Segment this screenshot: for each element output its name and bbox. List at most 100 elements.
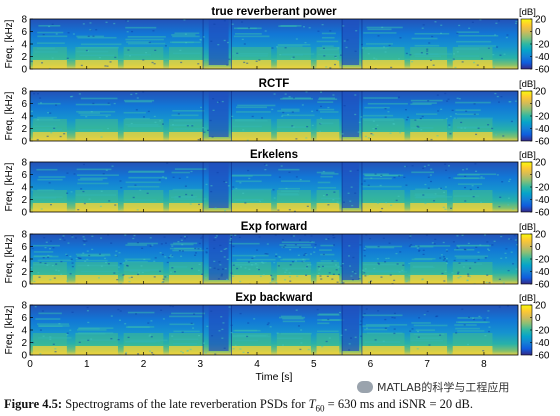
low-freq-burst [75, 132, 118, 141]
speckle [62, 235, 65, 237]
speckle [325, 66, 328, 68]
speckle [355, 30, 358, 32]
low-freq-burst [75, 346, 118, 355]
speckle [325, 194, 328, 196]
speckle [232, 186, 235, 188]
colorbar-tick-label: -60 [535, 208, 550, 219]
speckle [262, 262, 265, 264]
speckle [185, 236, 188, 238]
speckle [236, 267, 239, 270]
speckle [506, 34, 509, 36]
harmonic-streak [412, 102, 437, 104]
harmonic-streak [169, 266, 188, 268]
harmonic-streak [278, 316, 306, 319]
speckle [416, 125, 419, 127]
speckle [455, 332, 458, 334]
wechat-icon [357, 381, 373, 393]
speckle [98, 253, 101, 255]
speckle [235, 187, 238, 190]
speckle [135, 92, 138, 95]
harmonic-streak [32, 196, 63, 198]
harmonic-streak [129, 270, 150, 272]
speckle [212, 109, 215, 111]
speckle [226, 41, 229, 44]
harmonic-streak [126, 41, 150, 43]
speckle [421, 115, 424, 118]
speckle [351, 205, 354, 207]
speckle [458, 24, 461, 27]
speckle [181, 331, 184, 333]
speckle [411, 61, 414, 63]
speckle [365, 234, 368, 236]
speckle [259, 275, 262, 277]
speckle [177, 241, 180, 243]
speckle [378, 263, 381, 265]
speckle [334, 56, 337, 59]
speckle [417, 126, 420, 128]
harmonic-streak [415, 329, 435, 331]
speckle [73, 173, 76, 175]
speckle [107, 263, 110, 265]
speckle [300, 329, 303, 331]
speckle [507, 269, 510, 272]
speckle [480, 176, 483, 178]
speckle [49, 279, 52, 281]
speckle [516, 244, 518, 246]
speckle [243, 61, 246, 64]
speckle [39, 353, 42, 355]
speckle [85, 240, 88, 242]
colorbar-tick-label: -20 [535, 183, 550, 194]
speckle [42, 33, 45, 36]
speckle [87, 35, 90, 37]
speckle [69, 273, 72, 275]
speckle [189, 203, 192, 205]
speckle [379, 184, 382, 187]
speckle [220, 250, 223, 252]
speckle [86, 306, 89, 309]
x-tick-label: 6 [368, 359, 374, 370]
speckle [180, 239, 183, 241]
speckle [171, 256, 174, 258]
caption-label: Figure 4.5: [4, 397, 63, 411]
colorbar-tick-label: -40 [535, 195, 550, 206]
harmonic-streak [80, 254, 111, 257]
harmonic-streak [171, 124, 195, 126]
harmonic-streak [80, 177, 108, 180]
harmonic-streak [35, 119, 61, 121]
speckle [365, 327, 368, 329]
speckle [162, 278, 165, 280]
speckle [227, 185, 230, 187]
speckle [392, 123, 395, 125]
speckle [49, 336, 52, 338]
speckle [91, 235, 94, 237]
speckle [360, 43, 363, 46]
speckle [417, 336, 420, 338]
harmonic-streak [362, 325, 390, 327]
speckle [223, 180, 226, 183]
low-freq-burst [169, 203, 204, 212]
speckle [370, 280, 373, 282]
speckle [269, 326, 272, 328]
speckle [436, 135, 439, 137]
speckle [503, 53, 506, 55]
speckle [59, 238, 62, 240]
speckle [63, 133, 66, 135]
harmonic-streak [455, 48, 480, 50]
harmonic-streak [411, 171, 435, 174]
speckle [66, 334, 69, 336]
speckle [228, 306, 231, 308]
speckle [87, 264, 90, 267]
speckle [411, 165, 414, 167]
low-freq-burst [231, 203, 272, 212]
speckle [180, 61, 183, 64]
speckle [223, 256, 226, 258]
speckle [433, 243, 436, 245]
speckle [359, 244, 362, 246]
speckle [180, 350, 183, 353]
harmonic-streak [322, 45, 334, 47]
low-freq-burst [32, 203, 67, 212]
speckle [384, 116, 387, 118]
x-axis-label: Time [s] [256, 371, 293, 383]
speckle [509, 238, 512, 240]
